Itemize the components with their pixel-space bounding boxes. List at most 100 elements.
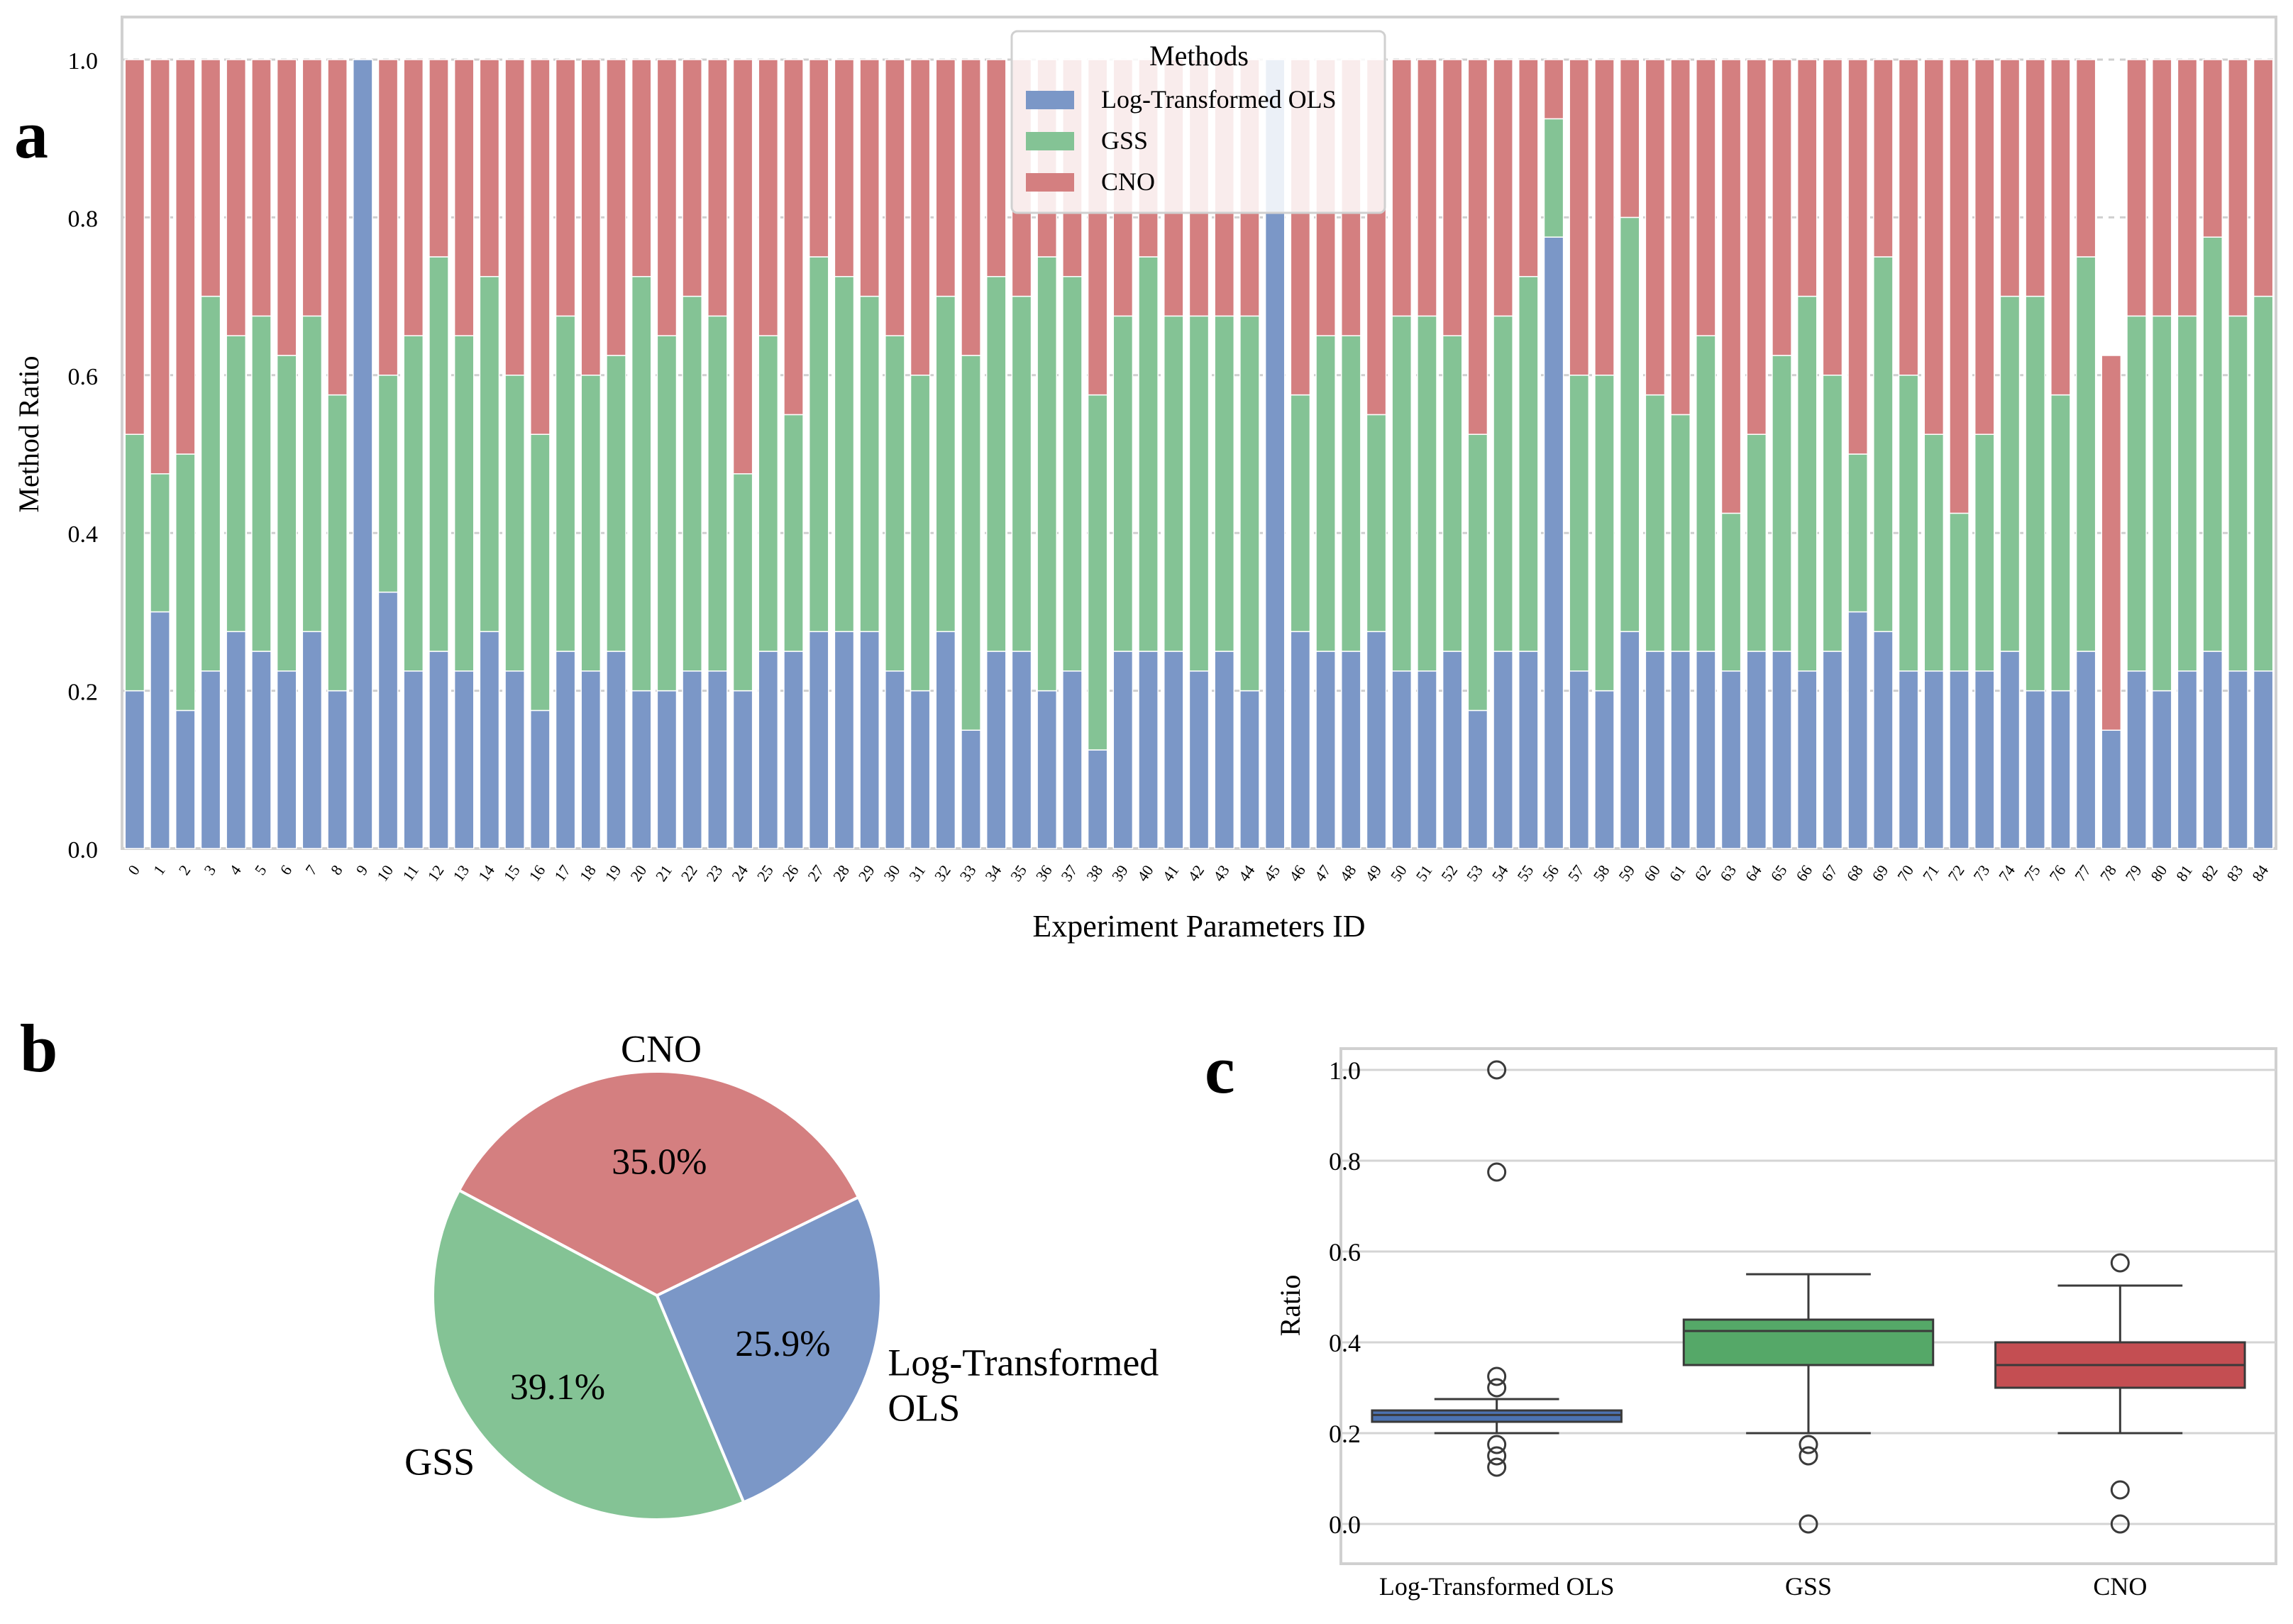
y-tick-label-a: 0.2 [68,680,99,706]
bar-segment-log-transformed-ols [1062,670,1083,849]
x-tick-label-a: 32 [931,862,954,885]
bar-segment-cno [251,59,272,317]
x-tick-label-a: 20 [626,862,650,885]
bar-segment-gss [2177,315,2198,672]
bar-segment-log-transformed-ols [1290,631,1311,849]
bar-segment-gss [707,315,728,672]
bar-segment-gss [429,256,449,652]
bar-segment-log-transformed-ols [1594,690,1615,849]
bar-segment-gss [1822,375,1843,652]
x-tick-label-a: 47 [1311,862,1335,885]
box-outlier [1487,1378,1507,1398]
box-outlier [2110,1514,2130,1534]
bar-segment-log-transformed-ols [1999,651,2021,849]
bar-segment-log-transformed-ols [758,651,779,849]
y-tick-label-c: 0.8 [1329,1147,1361,1176]
x-tick-label-a: 82 [2198,862,2221,885]
bar-segment-log-transformed-ols [2050,690,2071,849]
bar-segment-cno [2228,59,2248,317]
bar-segment-gss [1518,276,1539,652]
bar-segment-cno [377,59,399,376]
bar-segment-cno [1417,59,1437,317]
legend-label: Log-Transformed OLS [1101,85,1337,114]
x-tick-label-a: 27 [804,862,827,885]
bar-segment-gss [1493,315,1513,652]
bar-segment-cno [1569,59,1590,376]
bar-segment-gss [327,394,348,692]
bar-segment-gss [2126,315,2147,672]
x-tick-label-a: 54 [1488,862,1512,885]
x-tick-label-a: 23 [702,862,726,885]
bar-segment-cno [429,59,449,258]
box-iqr-gss [1682,1318,1935,1366]
y-tick-label-a: 0.4 [68,521,99,548]
box-outlier [1799,1446,1818,1466]
bar-segment-cno [453,59,475,336]
x-tick-label-a: 4 [226,862,245,878]
x-tick-label-a: 73 [1969,862,1993,885]
bar-segment-gss [1923,433,1945,672]
bar-segment-gss [1239,315,1260,692]
bar-segment-gss [985,276,1007,652]
bar-segment-log-transformed-ols [2075,651,2096,849]
x-tick-label-a: 7 [302,862,321,878]
x-tick-label-a: 39 [1108,862,1132,885]
bar-segment-log-transformed-ols [2126,670,2147,849]
bar-segment-log-transformed-ols [910,690,931,849]
x-tick-label-a: 58 [1589,862,1613,885]
x-tick-label-a: 16 [525,862,548,885]
bar-segment-log-transformed-ols [2253,670,2274,849]
bar-segment-gss [1594,375,1615,692]
bar-segment-cno [1999,59,2021,297]
bar-segment-log-transformed-ols [124,690,145,849]
bar-segment-log-transformed-ols [1442,651,1463,849]
bar-segment-log-transformed-ols [352,59,373,849]
bar-segment-gss [2151,315,2172,692]
bar-segment-log-transformed-ols [1619,631,1640,849]
pie-category-label: OLS [888,1386,960,1429]
x-tick-label-a: 72 [1945,862,1968,885]
x-tick-label-a: 71 [1919,862,1943,885]
bar-segment-log-transformed-ols [200,670,221,849]
bar-segment-gss [1619,216,1640,632]
x-tick-label-a: 77 [2071,862,2094,885]
bar-segment-gss [1037,256,1058,692]
x-tick-label-a: 67 [1818,862,1841,885]
bar-segment-gss [961,355,981,731]
x-tick-label-a: 81 [2172,862,2196,885]
bar-segment-cno [1391,59,1413,317]
bar-segment-log-transformed-ols [1720,670,1742,849]
bar-segment-log-transformed-ols [1796,670,1818,849]
bar-segment-log-transformed-ols [1214,651,1235,849]
bar-segment-cno [1442,59,1463,336]
x-tick-label-a: 51 [1412,862,1435,885]
stacked-bar-chart: 0.00.20.40.60.81.0 0 1 2 3 4 5 6 7 8 9 10 11 12 13 14 1… [13,16,2277,944]
bar-segment-cno [885,59,905,336]
bar-segment-cno [2101,355,2122,731]
bar-segment-gss [1467,433,1488,712]
x-tick-label-a: 26 [779,862,802,885]
bar-segment-cno [2151,59,2172,317]
bar-segment-cno [783,59,804,416]
bar-segment-log-transformed-ols [377,591,399,849]
bar-segment-cno [2202,59,2223,238]
x-tick-label-a: 60 [1640,862,1664,885]
bar-segment-log-transformed-ols [1518,651,1539,849]
box-outlier [1799,1514,1818,1534]
x-tick-label-a: 6 [276,862,295,878]
x-axis-label-a: Experiment Parameters ID [1032,909,1365,944]
legend-swatch [1026,91,1074,109]
bar-segment-gss [1720,512,1742,672]
bar-segment-cno [707,59,728,317]
x-tick-label-a: 50 [1387,862,1410,885]
bar-segment-cno [682,59,702,297]
x-tick-label-a: 37 [1057,862,1081,885]
bar-segment-log-transformed-ols [1746,651,1767,849]
bar-segment-gss [580,375,602,672]
x-tick-label-a: 64 [1742,862,1765,885]
panel-label-a: a [14,96,48,172]
x-tick-label-a: 80 [2147,862,2170,885]
bar-segment-cno [808,59,829,258]
bar-segment-gss [859,295,880,632]
